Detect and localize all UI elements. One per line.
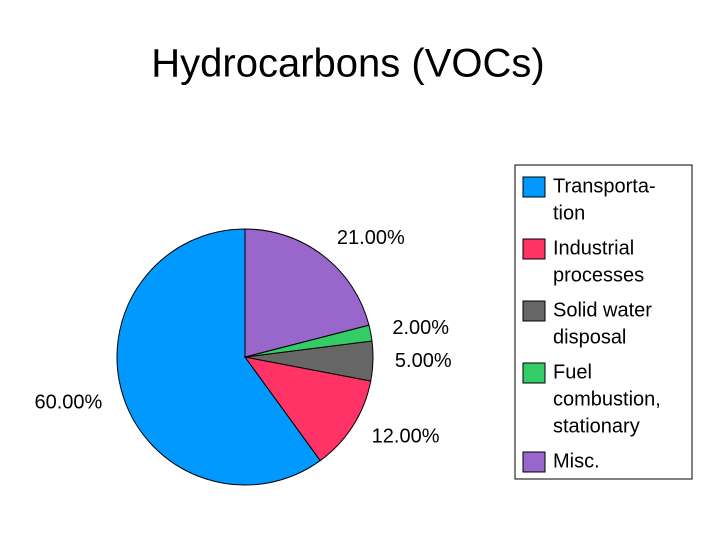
pie-slice xyxy=(243,356,372,462)
chart-title: Hydrocarbons (VOCs) xyxy=(151,42,544,86)
legend-swatch xyxy=(522,300,546,322)
legend-label: Solid water xyxy=(553,299,652,321)
legend-label: Fuel xyxy=(553,361,592,383)
legend-swatch xyxy=(522,451,546,473)
data-label: 21.00% xyxy=(337,227,405,249)
legend-label: disposal xyxy=(553,326,626,348)
legend-label: tion xyxy=(553,202,585,224)
legend-label: processes xyxy=(553,264,644,286)
legend-label: combustion, xyxy=(553,388,661,410)
legend-label: Misc. xyxy=(553,450,600,472)
legend-box xyxy=(514,164,693,480)
data-label: 5.00% xyxy=(395,350,452,372)
legend-label: Industrial xyxy=(553,237,634,259)
pie-slice xyxy=(116,228,321,486)
data-label: 12.00% xyxy=(372,426,440,448)
legend-swatch xyxy=(522,238,546,260)
data-label: 2.00% xyxy=(392,317,449,339)
legend-swatch xyxy=(522,362,546,384)
legend-swatch xyxy=(522,176,546,198)
legend-label: Transporta- xyxy=(553,175,656,197)
legend-label: stationary xyxy=(553,415,640,437)
data-label: 60.00% xyxy=(34,392,102,414)
pie-slice xyxy=(244,228,370,358)
